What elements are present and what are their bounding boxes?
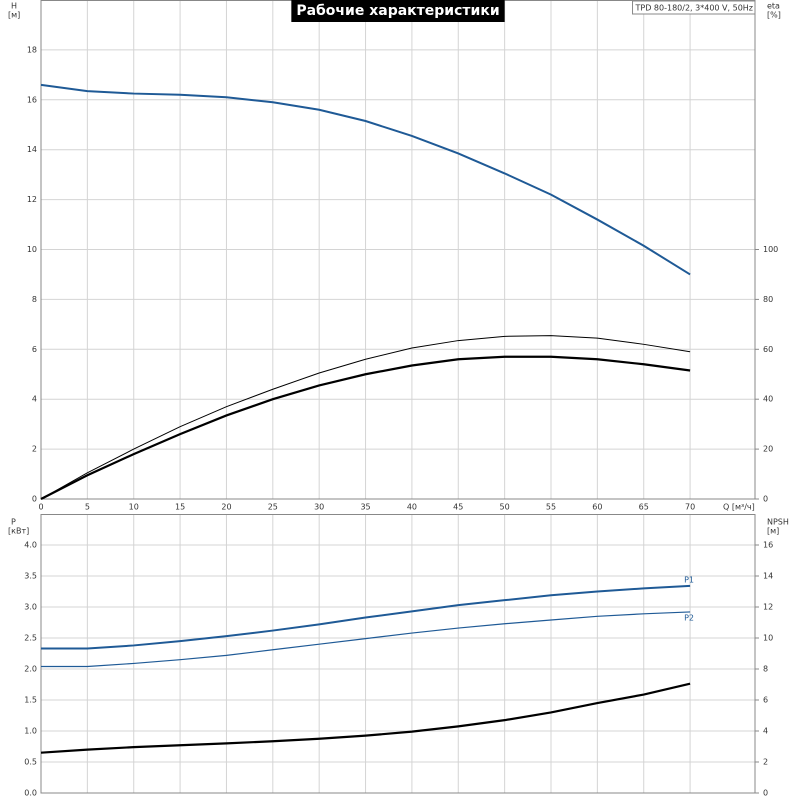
data-line [40, 355, 691, 500]
y2-tick-label: 12 [763, 603, 773, 612]
y-axis-label: [м] [8, 11, 20, 20]
data-line [41, 584, 691, 650]
y-axis-label: H [11, 2, 17, 11]
y-tick-label: 1.5 [24, 696, 37, 705]
y-tick-label: 14 [27, 145, 37, 154]
x-axis-label: Q [м³/ч] [723, 503, 755, 512]
y-tick-label: 6 [32, 345, 37, 354]
y-axis-label: P [11, 518, 16, 527]
y2-tick-label: 6 [763, 696, 768, 705]
x-tick-label: 45 [453, 503, 463, 512]
title-box [291, 0, 505, 22]
x-tick-label: 15 [175, 503, 185, 512]
y2-tick-label: 10 [763, 634, 773, 643]
y2-tick-label: 0 [763, 495, 768, 504]
y2-tick-label: 80 [763, 295, 773, 304]
y2-tick-label: 14 [763, 572, 773, 581]
data-line [40, 83, 691, 276]
y-tick-label: 18 [27, 45, 37, 54]
subtitle: TPD 80-180/2, 3*400 V, 50Hz [635, 4, 753, 13]
y-tick-label: 8 [32, 295, 37, 304]
subtitle-box [632, 0, 756, 15]
y-tick-label: 3.5 [24, 572, 37, 581]
x-tick-label: 30 [314, 503, 324, 512]
x-tick-label: 70 [685, 503, 695, 512]
y-tick-label: 2.5 [24, 634, 37, 643]
x-tick-label: 50 [500, 503, 510, 512]
x-tick-label: 65 [639, 503, 649, 512]
y-tick-label: 0.5 [24, 758, 37, 767]
y2-axis-label: [%] [767, 11, 781, 20]
x-tick-label: 0 [38, 503, 43, 512]
x-tick-label: 10 [129, 503, 139, 512]
y2-tick-label: 100 [763, 245, 778, 254]
y-tick-label: 3.0 [24, 603, 37, 612]
y2-tick-label: 16 [763, 541, 773, 550]
x-tick-label: 25 [268, 503, 278, 512]
y2-tick-label: 4 [763, 727, 768, 736]
y-tick-label: 4 [32, 395, 37, 404]
series-label: P2 [684, 613, 694, 622]
series-label: P1 [684, 575, 694, 584]
x-tick-label: 35 [360, 503, 370, 512]
data-line [40, 335, 691, 500]
y-tick-label: 0.0 [24, 789, 37, 798]
y-tick-label: 16 [27, 95, 37, 104]
y2-tick-label: 2 [763, 758, 768, 767]
y2-tick-label: 20 [763, 445, 773, 454]
data-line [40, 682, 691, 754]
y2-tick-label: 8 [763, 665, 768, 674]
y-tick-label: 12 [27, 195, 37, 204]
y-tick-label: 2 [32, 445, 37, 454]
y2-axis-label: [м] [767, 527, 779, 536]
y2-tick-label: 60 [763, 345, 773, 354]
x-tick-label: 60 [592, 503, 602, 512]
y-axis-label: [кВт] [8, 527, 29, 536]
y2-tick-label: 40 [763, 395, 773, 404]
y-tick-label: 0 [32, 495, 37, 504]
plot-frame [40, 514, 756, 794]
x-tick-label: 55 [546, 503, 556, 512]
y-tick-label: 1.0 [24, 727, 37, 736]
y2-axis-label: eta [767, 2, 780, 11]
y-tick-label: 4.0 [24, 541, 37, 550]
x-tick-label: 20 [221, 503, 231, 512]
y2-axis-label: NPSH [767, 518, 789, 527]
chart-title: Рабочие характеристики [296, 3, 499, 19]
y2-tick-label: 0 [763, 789, 768, 798]
x-tick-label: 40 [407, 503, 417, 512]
y-tick-label: 10 [27, 245, 37, 254]
x-tick-label: 5 [85, 503, 90, 512]
y-tick-label: 2.0 [24, 665, 37, 674]
data-line [41, 611, 691, 668]
